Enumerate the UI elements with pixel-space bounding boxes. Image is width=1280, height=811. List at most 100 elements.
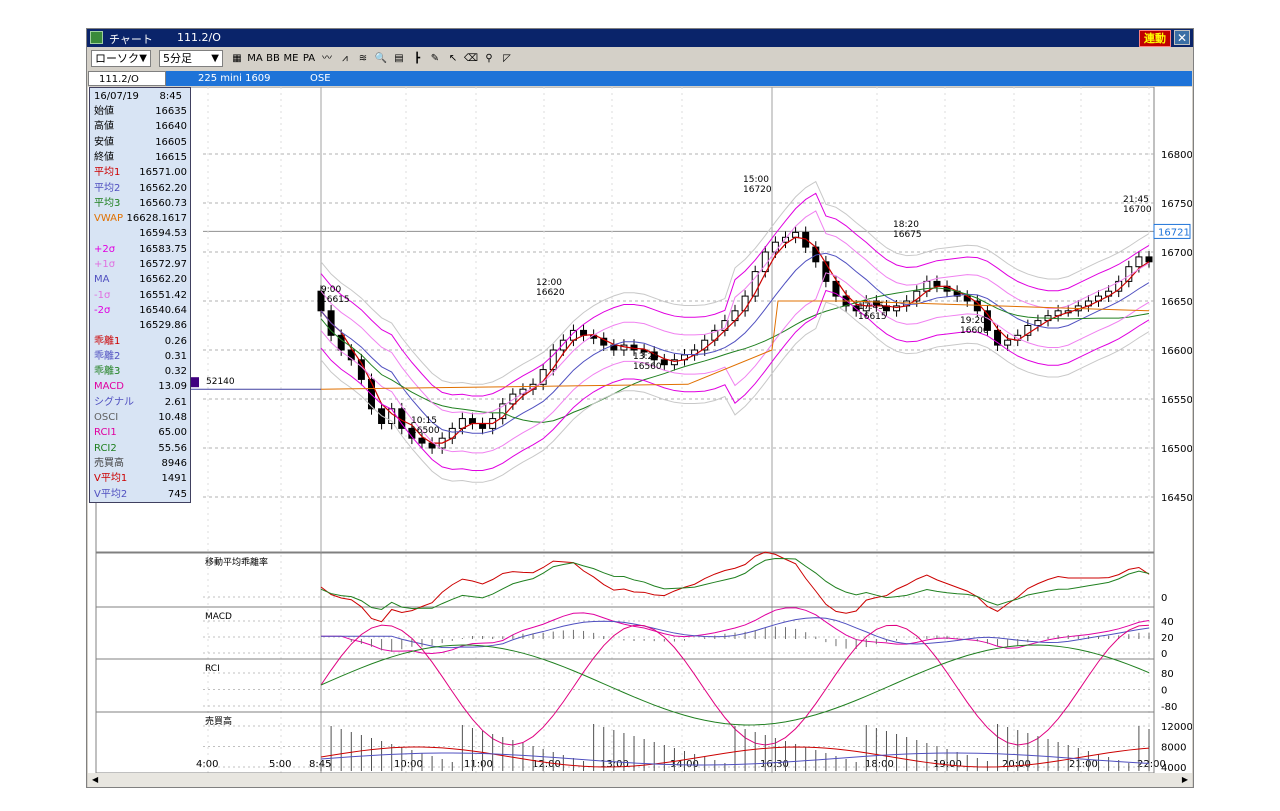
data-panel-row: +1σ 16572.97 (90, 257, 190, 272)
rci-long-line (320, 644, 1150, 726)
scroll-right-icon[interactable]: ▶ (1181, 775, 1188, 784)
cursor-icon[interactable]: ↖ (448, 53, 458, 64)
rci-pane-frame (95, 658, 1155, 713)
chart-area[interactable]: 16800 16750 16700 16650 16600 16550 16500 16450… (88, 87, 1192, 773)
data-panel-row: -2σ 16540.64 (90, 303, 190, 318)
data-panel: 16/07/19 8:45 始値 16635 高値 16640 安値 16605 終値 166… (89, 87, 191, 503)
time-tick-label: 12:00 (532, 759, 561, 770)
chart-canvas[interactable]: 16800 16750 16700 16650 16600 16550 16500 16450… (88, 87, 1192, 773)
candle-body (347, 349, 355, 361)
candle-body (600, 337, 608, 346)
annotation-time: 9:00 (321, 285, 341, 295)
data-value: 16551.42 (139, 289, 187, 301)
data-panel-row: RCI1 65.00 (90, 425, 190, 440)
ma-icon[interactable]: MA (247, 53, 263, 64)
data-panel-row: 16594.53 (90, 226, 190, 241)
data-panel-row: 乖離1 0.26 (90, 334, 190, 349)
price-tick-label: 16650 (1161, 297, 1192, 308)
zoom-icon[interactable]: 🔍 (374, 53, 388, 64)
macd-tick-label: 20 (1161, 633, 1174, 644)
chart-window: チャート 111.2/O 連動 ✕ ローソク ▼ 5分足 ▼ ▦ MA BB ME PA… (86, 28, 1194, 788)
data-value: 0.26 (164, 335, 187, 347)
trendline-icon[interactable]: ◸ (503, 53, 511, 64)
magnify-icon[interactable]: ⚲ (485, 53, 493, 64)
data-value: 16635 (155, 106, 187, 117)
data-label: RCI1 (94, 427, 117, 439)
title-bar[interactable]: チャート 111.2/O 連動 ✕ (87, 29, 1193, 47)
bollinger-upper-band (320, 192, 1150, 397)
chart-type-select[interactable]: ローソク ▼ (91, 50, 151, 67)
close-button[interactable]: ✕ (1174, 30, 1190, 45)
volume-avg1-line (320, 746, 1150, 768)
data-label: MA (94, 274, 110, 286)
data-value: 2.61 (164, 396, 187, 408)
data-panel-row: MACD 13.09 (90, 379, 190, 394)
annotation-price: 16675 (893, 230, 922, 240)
bollinger-lower-band (320, 301, 1150, 483)
data-panel-row: V平均1 1491 (90, 471, 190, 486)
symbol-info-bar: 111.2/O 225 mini 1609 OSE (88, 71, 1192, 86)
interval-value: 5分足 (163, 52, 192, 65)
eraser-icon[interactable]: ⌫ (463, 53, 479, 64)
bb-icon[interactable]: BB (266, 53, 280, 64)
candle-body (832, 280, 840, 297)
data-panel-datetime: 16/07/19 8:45 (90, 89, 190, 104)
data-value: 16562.20 (139, 274, 187, 286)
annotation-price: 16600 (960, 326, 989, 336)
symbol-field[interactable]: 111.2/O (88, 71, 166, 86)
price-tick-label: 16600 (1161, 346, 1192, 357)
kairi1-line (320, 551, 1150, 623)
fibonacci-icon[interactable]: ≋ (358, 53, 368, 64)
kairi-pane-title: 移動平均乖離率 (205, 556, 268, 568)
time-tick-label: 21:00 (1069, 759, 1098, 770)
main-pane-frame (95, 87, 1155, 553)
rci-tick-label: -80 (1161, 702, 1177, 713)
chevron-down-icon: ▼ (139, 53, 147, 64)
data-panel-row: 平均2 16562.20 (90, 181, 190, 196)
annotation-time: 19:20 (960, 316, 986, 326)
interval-select[interactable]: 5分足 ▼ (159, 50, 223, 67)
data-panel-row: シグナル 2.61 (90, 395, 190, 410)
price-tick-label: 16750 (1161, 199, 1192, 210)
trade-list-icon[interactable]: ▤ (394, 53, 404, 64)
annotation-price: 16700 (1123, 205, 1152, 215)
mae-icon[interactable]: ME (283, 53, 299, 64)
bollinger-upper-band (320, 180, 1150, 385)
volume-avg2-line (320, 752, 1150, 766)
pen-icon[interactable]: ✎ (430, 53, 440, 64)
bar-settings-icon[interactable]: ┣ (413, 53, 421, 64)
macd-tick-label: 40 (1161, 617, 1174, 628)
annotation-price: 16620 (536, 288, 565, 298)
data-label: MACD (94, 381, 124, 393)
annotation-price: 16615 (321, 295, 350, 305)
candle-body (499, 403, 507, 420)
data-label: 終値 (94, 151, 114, 163)
data-date: 16/07/19 (94, 91, 139, 102)
exchange-name: OSE (310, 73, 331, 84)
candle-body (559, 339, 567, 351)
compare-chart-icon[interactable]: ⩘ (342, 53, 348, 64)
annotation-time: 12:00 (536, 278, 562, 288)
candle-body (771, 241, 779, 253)
window-symbol: 111.2/O (177, 31, 221, 44)
time-tick-label: 8:45 (309, 759, 331, 770)
data-value: 16560.73 (139, 197, 187, 209)
annotation-time: 17:45 (858, 302, 884, 312)
horizontal-scrollbar[interactable]: ◀ ▶ (88, 773, 1192, 787)
scroll-left-icon[interactable]: ◀ (92, 775, 99, 784)
data-panel-row: 始値 16635 (90, 104, 190, 119)
ma3-line (320, 287, 1150, 423)
rci-pane-title: RCI (205, 664, 220, 674)
data-value: 16628.1617 (126, 213, 187, 225)
link-toggle-button[interactable]: 連動 (1139, 30, 1171, 47)
pa-icon[interactable]: PA (302, 53, 316, 64)
candle-body (1135, 256, 1143, 268)
volume-tick-label: 4000 (1161, 763, 1186, 773)
chart-settings-icon[interactable]: ▦ (232, 53, 242, 64)
price-tick-label: 16500 (1161, 444, 1192, 455)
data-label: V平均2 (94, 488, 128, 500)
data-panel-row: MA 16562.20 (90, 272, 190, 287)
data-label: OSCI (94, 412, 119, 423)
data-label: 乖離1 (94, 335, 121, 347)
line-chart-icon[interactable]: 〰 (322, 53, 332, 64)
